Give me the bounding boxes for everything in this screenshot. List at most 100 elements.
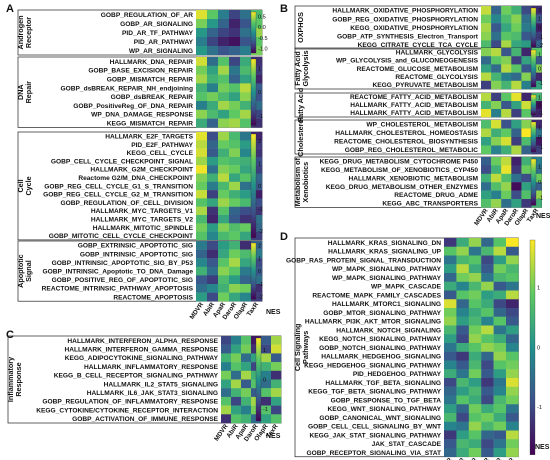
- heatmap-cell: [511, 101, 522, 110]
- heatmap-cell: [251, 275, 263, 285]
- colorbar-tick-label: 0: [258, 90, 261, 96]
- group-label-line: Repair: [24, 81, 33, 104]
- colorbar-tick-label: 1: [538, 17, 541, 23]
- heatmap-cell: [240, 74, 252, 84]
- heatmap-cell: [240, 241, 252, 250]
- heatmap-cell: [196, 10, 208, 20]
- heatmap-cell: [481, 334, 494, 344]
- heatmap-cell: [207, 140, 219, 149]
- colorbar: [530, 94, 537, 116]
- heatmap-cell: [521, 56, 532, 65]
- heatmap-cell: [251, 241, 263, 250]
- heatmap-cell: [207, 198, 219, 207]
- group-label-line: Inflammatory: [6, 357, 15, 402]
- row-label: GOBP_REG_CELL_CYCLE_G1_S_TRANSITION: [44, 183, 193, 190]
- heatmap-cell: [531, 56, 542, 65]
- heatmap-cell: [531, 64, 542, 73]
- heatmap-cell: [481, 93, 492, 102]
- row-label: HALLMARK_PI3K_AKT_MTOR_SIGNALING: [305, 319, 441, 326]
- heatmap-cell: [241, 362, 252, 371]
- heatmap-cell: [241, 414, 252, 424]
- heatmap-cell: [261, 370, 272, 380]
- heatmap-cell: [218, 258, 230, 267]
- heatmap-cell: [251, 28, 263, 38]
- heatmap-cell: [491, 190, 502, 200]
- heatmap-cell: [207, 109, 219, 119]
- heatmap-cell: [511, 31, 522, 41]
- heatmap-cell: [481, 165, 492, 174]
- heatmap-cell: [456, 448, 469, 457]
- heatmap-cell: [271, 353, 282, 363]
- heatmap-cell: [506, 255, 519, 265]
- heatmap-cell: [456, 404, 469, 414]
- heatmap-cell: [240, 148, 252, 158]
- heatmap-cell: [229, 181, 241, 191]
- heatmap-cell: [261, 379, 272, 389]
- heatmap-cell: [481, 308, 494, 317]
- heatmap-cell: [241, 379, 252, 389]
- heatmap-cell: [207, 284, 219, 293]
- row-label: GOBP_REGULATION_OF_AR: [101, 12, 193, 19]
- heatmap-cell: [506, 308, 519, 317]
- heatmap-cell: [511, 56, 522, 65]
- heatmap-cell: [493, 316, 507, 326]
- heatmap-cell: [531, 199, 542, 208]
- heatmap-cell: [531, 165, 542, 174]
- heatmap-cell: [231, 396, 242, 406]
- heatmap-cell: [493, 386, 507, 396]
- heatmap-cell: [491, 157, 502, 166]
- heatmap-cell: [218, 118, 230, 128]
- heatmap-cell: [251, 156, 263, 166]
- heatmap-cell: [506, 325, 519, 335]
- row-label: REACTOME_CHOLESTEROL_BIOSYNTHESIS: [334, 139, 478, 146]
- colorbar-tick-label: 1: [538, 126, 541, 132]
- heatmap-cell: [481, 430, 494, 440]
- heatmap-cell: [196, 241, 208, 250]
- heatmap-cell: [481, 448, 494, 457]
- heatmap-cell: [218, 92, 230, 102]
- row-label: GOBP_REG_OXIDATIVE_PHOSPHORYLATION: [332, 16, 478, 23]
- column-label: TaxR: [246, 301, 261, 318]
- heatmap-cell: [241, 396, 252, 406]
- group-label: Fatty AcidGlycolysis: [293, 51, 310, 87]
- heatmap-cell: [444, 448, 457, 457]
- heatmap-cell: [521, 145, 532, 155]
- colorbar-tick-label: -1: [538, 196, 543, 202]
- heatmap-cell: [231, 362, 242, 371]
- heatmap-cell: [521, 120, 532, 129]
- heatmap-cell: [207, 19, 219, 29]
- heatmap-cell: [261, 344, 272, 354]
- colorbar-tick-label: 0: [263, 378, 266, 384]
- heatmap-cell: [506, 369, 519, 379]
- heatmap-cell: [493, 273, 507, 282]
- heatmap-cell: [501, 101, 512, 110]
- heatmap-cell: [196, 83, 208, 93]
- heatmap-cell: [207, 46, 219, 56]
- heatmap-cell: [196, 190, 208, 199]
- heatmap-cell: [521, 101, 532, 110]
- colorbar-tick-label: -1: [538, 144, 543, 150]
- heatmap-cell: [506, 421, 519, 431]
- heatmap-cell: [229, 65, 241, 75]
- row-label: GOBP_INTRINSIC_APOPTOTIC_SIG_BY_P53: [52, 260, 194, 267]
- heatmap-cell: [491, 128, 502, 138]
- colorbar-tick-label: 1: [538, 95, 541, 101]
- heatmap-cell: [506, 290, 519, 300]
- heatmap-cell: [491, 80, 502, 90]
- heatmap-cell: [506, 430, 519, 440]
- heatmap-cell: [207, 223, 219, 232]
- row-label: WP_DNA_DAMAGE_RESPONSE: [91, 112, 193, 119]
- heatmap-cell: [229, 46, 241, 56]
- heatmap-cell: [456, 316, 469, 326]
- heatmap-cell: [231, 379, 242, 389]
- heatmap-cell: [481, 404, 494, 414]
- heatmap-cell: [456, 281, 469, 291]
- heatmap-cell: [261, 336, 272, 345]
- heatmap-cell: [231, 405, 242, 415]
- heatmap-cell: [251, 101, 263, 110]
- heatmap-cell: [511, 199, 522, 208]
- heatmap-cell: [481, 360, 494, 370]
- heatmap-cell: [251, 223, 263, 232]
- heatmap-cell: [468, 334, 482, 344]
